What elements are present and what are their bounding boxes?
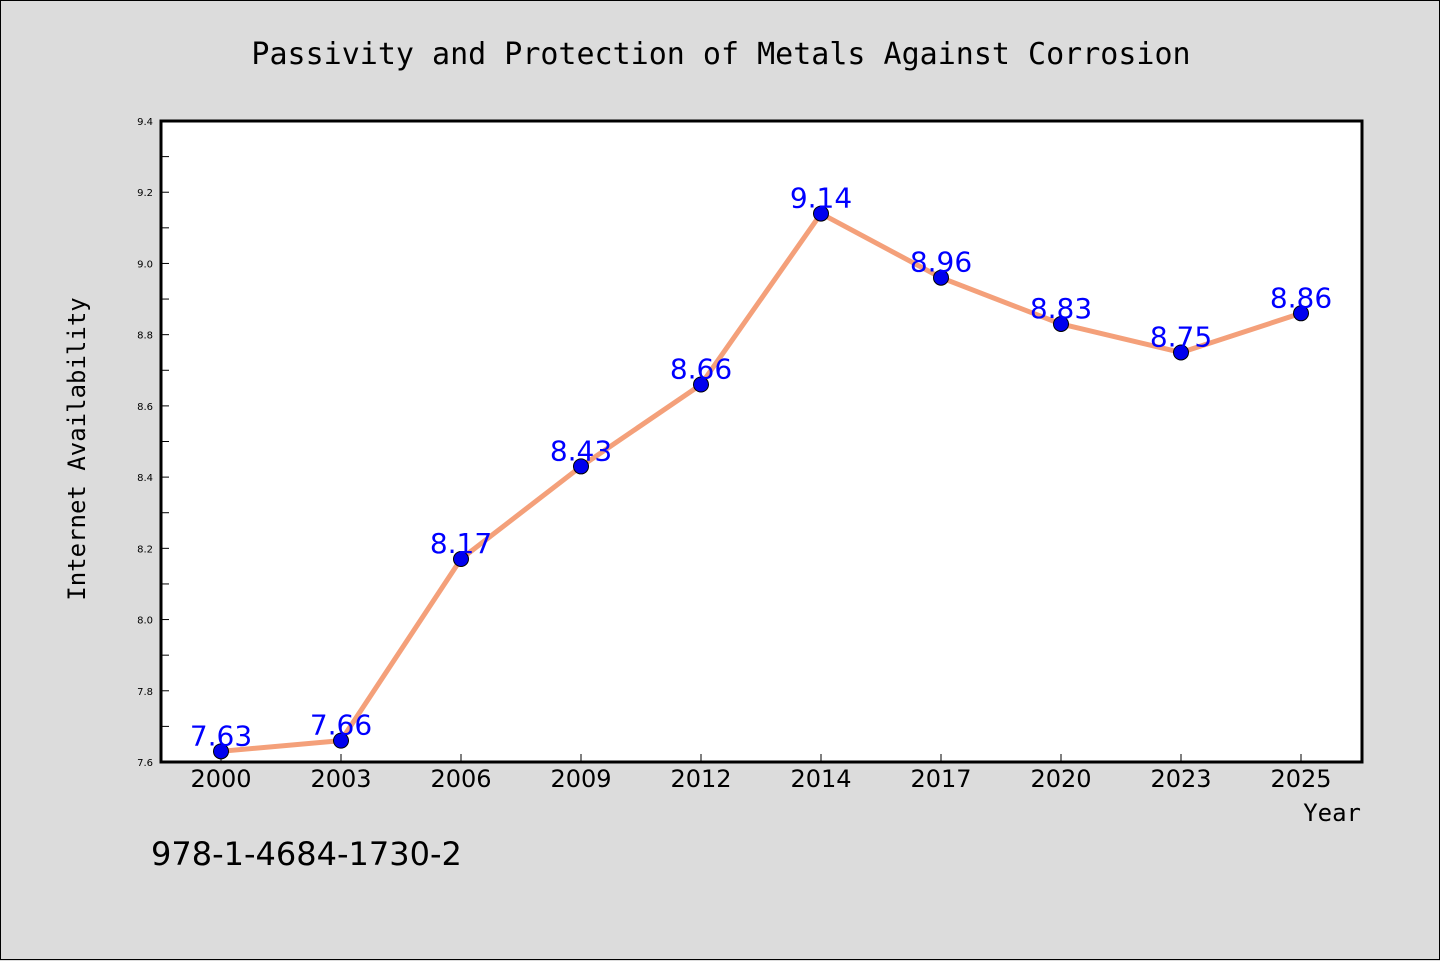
x-tick-label: 2009 (550, 765, 611, 793)
data-labels: 7.63 7.66 8.17 8.43 8.66 9.14 8.96 8.83 8.75 8.86 (190, 182, 1332, 753)
data-point (933, 269, 949, 286)
y-tick-label: 8.8 (137, 331, 153, 342)
y-tick-label: 8.2 (137, 544, 153, 555)
data-point (213, 743, 229, 760)
x-axis-label: Year (1303, 799, 1361, 827)
y-tick-label: 8.4 (137, 473, 153, 484)
x-tick-label: 2020 (1030, 765, 1091, 793)
y-axis-label: Internet Availability (63, 297, 91, 600)
y-tick-label: 9.2 (137, 188, 153, 199)
y-tick-label: 7.8 (137, 687, 153, 698)
series-markers (213, 205, 1309, 760)
data-label: 8.96 (910, 246, 972, 279)
data-point (813, 205, 829, 222)
data-point (1293, 305, 1309, 322)
plot-border (159, 119, 1364, 764)
data-point (573, 458, 589, 475)
data-label: 8.75 (1150, 320, 1212, 353)
data-label: 7.66 (310, 709, 372, 742)
x-tick-label: 2023 (1150, 765, 1211, 793)
x-tick-label: 2003 (310, 765, 371, 793)
isbn-text: 978-1-4684-1730-2 (151, 835, 462, 873)
y-tick-label: 9.4 (137, 117, 153, 128)
y-tick-label: 7.6 (137, 758, 153, 769)
data-label: 8.17 (430, 527, 492, 560)
data-label: 8.83 (1030, 292, 1092, 325)
x-axis-ticks: 2000 2003 2006 2009 2012 2014 2017 2020 2023 2025 (190, 754, 1332, 793)
data-point (693, 376, 709, 393)
series-line (218, 211, 1304, 754)
data-label: 8.66 (670, 353, 732, 386)
data-point (1053, 315, 1069, 332)
y-tick-label: 8.0 (137, 616, 153, 627)
data-point (1173, 344, 1189, 361)
x-tick-label: 2006 (430, 765, 491, 793)
y-tick-label: 9.0 (137, 259, 153, 270)
x-tick-label: 2017 (910, 765, 971, 793)
data-label: 8.86 (1270, 281, 1332, 314)
data-label: 9.14 (790, 182, 852, 215)
plot-area (161, 121, 1362, 762)
chart-title: Passivity and Protection of Metals Again… (251, 37, 1190, 72)
x-tick-label: 2000 (190, 765, 251, 793)
x-tick-label: 2014 (790, 765, 851, 793)
data-label: 7.63 (190, 719, 252, 752)
data-point (453, 551, 469, 568)
x-tick-label: 2025 (1270, 765, 1331, 793)
data-label: 8.43 (550, 434, 612, 467)
data-point (333, 732, 349, 749)
x-tick-label: 2012 (670, 765, 731, 793)
y-axis-ticks: 7.6 7.8 8.0 8.2 8.4 8.6 8.8 9.0 9.2 9.4 (137, 117, 169, 769)
y-tick-label: 8.6 (137, 402, 153, 413)
